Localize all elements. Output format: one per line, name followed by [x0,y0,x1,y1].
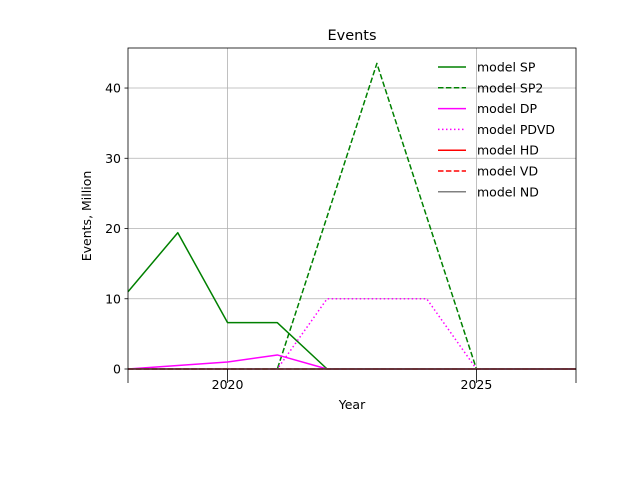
x-axis-label: Year [338,397,366,412]
series-line-model-pdvd [128,298,576,370]
x-tick-label: 2025 [461,377,493,392]
legend-label: model SP [477,60,536,75]
y-tick-label: 30 [105,151,121,166]
grid-lines [128,48,576,370]
y-tick-label: 10 [105,291,121,306]
series-line-model-dp [127,354,576,370]
x-tick-label: 2020 [212,377,244,392]
y-tick-label: 0 [113,362,121,377]
series-line-model-sp [127,231,576,370]
legend: model SP model SP2 model DP model PDVD model… [438,60,555,199]
legend-label: model PDVD [477,122,555,137]
legend-label: model VD [477,164,538,179]
y-axis-label: Events, Million [79,171,94,262]
axis-ticks: 0 10 20 30 40 2020 2025 [105,81,577,392]
legend-label: model ND [477,184,539,199]
y-tick-label: 40 [105,81,121,96]
legend-label: model HD [477,143,539,158]
y-tick-label: 20 [105,221,121,236]
legend-label: model SP2 [477,80,543,95]
legend-label: model DP [477,101,538,116]
axes-frame [127,47,577,370]
chart-title: Events [327,28,376,44]
